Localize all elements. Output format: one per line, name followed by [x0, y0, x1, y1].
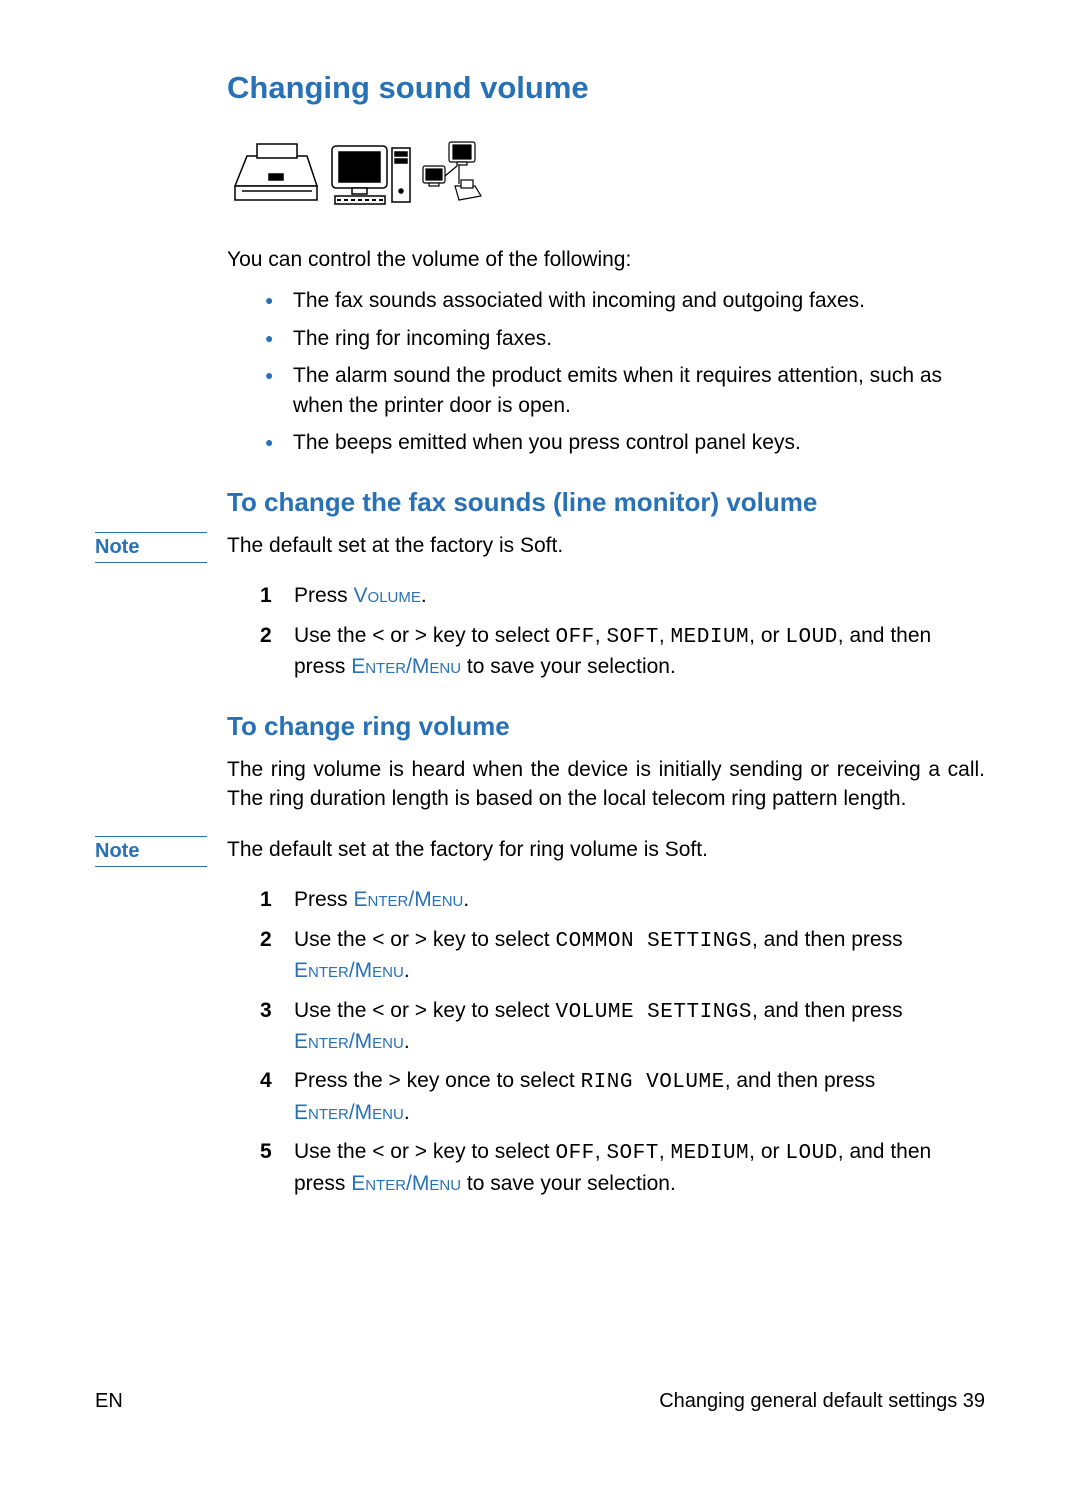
command-text: Enter/Menu	[294, 1030, 404, 1053]
step-item: Use the < or > key to select VOLUME SETT…	[260, 996, 985, 1057]
section-heading-ring-volume: To change ring volume	[227, 711, 985, 742]
footer-left: EN	[95, 1390, 123, 1413]
note-label-container: Note	[95, 836, 227, 867]
step-item: Press Enter/Menu.	[260, 885, 985, 914]
step-text: .	[404, 1030, 410, 1053]
option-text: MEDIUM	[671, 626, 750, 649]
step-item: Press Volume.	[260, 581, 985, 610]
command-text: Enter/Menu	[294, 1101, 404, 1124]
step-item: Use the < or > key to select OFF, SOFT , …	[260, 1137, 985, 1198]
step-text: .	[404, 1101, 410, 1124]
command-text: Enter/Menu	[351, 1172, 461, 1195]
option-text: MEDIUM	[671, 1142, 750, 1165]
list-item: The ring for incoming faxes.	[265, 324, 985, 353]
footer-right: Changing general default settings 39	[659, 1390, 985, 1413]
step-text: ,	[659, 624, 671, 647]
step-item: Press the > key once to select RING VOLU…	[260, 1066, 985, 1127]
ring-volume-paragraph: The ring volume is heard when the device…	[227, 756, 985, 814]
command-text: Volume	[354, 584, 421, 607]
step-text: ,	[595, 624, 607, 647]
step-text: Use the < or > key to select	[294, 1140, 555, 1163]
step-item: Use the < or > key to select COMMON SETT…	[260, 925, 985, 986]
fax-sounds-steps: Press Volume. Use the < or > key to sele…	[260, 581, 985, 681]
step-text: Use the < or > key to select	[294, 928, 555, 951]
page-footer: EN Changing general default settings 39	[95, 1390, 985, 1413]
section-heading-fax-sounds: To change the fax sounds (line monitor) …	[227, 487, 985, 518]
list-item: The alarm sound the product emits when i…	[265, 361, 985, 420]
note-label-container: Note	[95, 532, 227, 563]
command-text: Enter/Menu	[294, 959, 404, 982]
list-item: The fax sounds associated with incoming …	[265, 286, 985, 315]
ring-volume-steps: Press Enter/Menu. Use the < or > key to …	[260, 885, 985, 1198]
step-text: , and then press	[725, 1069, 876, 1092]
step-item: Use the < or > key to select OFF, SOFT , …	[260, 621, 985, 682]
step-text: .	[404, 959, 410, 982]
note-text: The default set at the factory for ring …	[227, 836, 985, 867]
step-text: Use the < or > key to select	[294, 624, 555, 647]
option-text: SOFT	[606, 1142, 658, 1165]
option-text: RING VOLUME	[581, 1071, 725, 1094]
note-row: Note The default set at the factory for …	[95, 836, 985, 867]
intro-paragraph: You can control the volume of the follow…	[227, 246, 985, 274]
command-text: Enter/Menu	[354, 888, 464, 911]
step-text: , and then press	[752, 999, 903, 1022]
step-text: ,	[659, 1140, 671, 1163]
note-label: Note	[95, 532, 207, 563]
step-text: .	[421, 584, 427, 607]
volume-controls-list: The fax sounds associated with incoming …	[265, 286, 985, 457]
step-text: Use the < or > key to select	[294, 999, 555, 1022]
list-item: The beeps emitted when you press control…	[265, 428, 985, 457]
command-text: Enter/Menu	[351, 655, 461, 678]
device-illustration	[227, 136, 985, 216]
option-text: VOLUME SETTINGS	[555, 1001, 752, 1024]
page-title: Changing sound volume	[227, 70, 985, 106]
step-text: to save your selection.	[461, 1172, 676, 1195]
step-text: ,	[595, 1140, 607, 1163]
step-text: Press	[294, 888, 354, 911]
step-text: Press the > key once to select	[294, 1069, 581, 1092]
step-text: to save your selection.	[461, 655, 676, 678]
note-label: Note	[95, 836, 207, 867]
document-page: Changing sound volume	[0, 0, 1080, 1198]
step-text: , or	[749, 1140, 785, 1163]
option-text: SOFT	[606, 626, 658, 649]
note-text: The default set at the factory is Soft.	[227, 532, 985, 563]
step-text: .	[463, 888, 469, 911]
option-text: OFF	[555, 626, 594, 649]
note-row: Note The default set at the factory is S…	[95, 532, 985, 563]
step-text: Press	[294, 584, 354, 607]
option-text: OFF	[555, 1142, 594, 1165]
option-text: COMMON SETTINGS	[555, 930, 752, 953]
option-text: LOUD	[785, 1142, 837, 1165]
step-text: , or	[749, 624, 785, 647]
step-text: , and then press	[752, 928, 903, 951]
option-text: LOUD	[785, 626, 837, 649]
